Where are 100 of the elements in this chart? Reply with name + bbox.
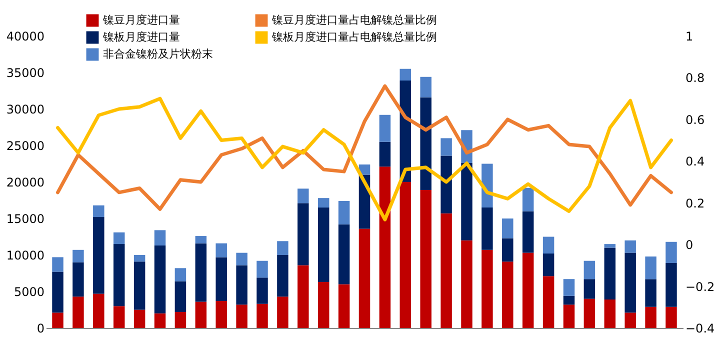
bar (542, 236, 554, 254)
y2-tick-label: −0.2 (686, 280, 715, 294)
bar (440, 156, 452, 214)
y2-tick-label: 1 (686, 30, 694, 44)
bar (93, 294, 104, 328)
bar (338, 200, 350, 224)
bar (502, 218, 514, 238)
bar (502, 262, 514, 328)
bar (563, 296, 575, 305)
bar (440, 213, 452, 328)
bar (216, 257, 227, 301)
bar (400, 68, 412, 81)
bar (174, 281, 186, 312)
bar (584, 298, 596, 328)
bar (379, 166, 391, 328)
bar (645, 256, 656, 280)
bar (482, 208, 493, 250)
bar (318, 208, 330, 282)
bar (72, 262, 84, 297)
y-tick-label: 5000 (14, 285, 44, 299)
bar (522, 211, 534, 253)
bar (379, 142, 391, 167)
bar (298, 265, 309, 328)
bar (154, 230, 166, 246)
bar (134, 310, 146, 328)
bar (461, 163, 472, 240)
bar (645, 306, 656, 328)
bar (461, 240, 472, 328)
y2-tick-label: 0.6 (686, 112, 705, 127)
bar (72, 250, 84, 262)
y-tick-label: 30000 (6, 102, 44, 116)
bar (645, 279, 656, 307)
bar (563, 279, 575, 296)
bar (440, 138, 452, 156)
y2-tick-label: 0.8 (686, 71, 705, 86)
bar (298, 188, 309, 204)
bar (195, 243, 207, 302)
y-tick-label: 40000 (6, 30, 44, 44)
bar (420, 97, 432, 190)
bar (584, 260, 596, 280)
bar (563, 304, 575, 328)
bar (134, 255, 146, 262)
legend-label: 镍板月度进口量 (102, 30, 180, 44)
bar (134, 262, 146, 310)
bar (666, 263, 677, 307)
y2-tick-label: 0 (686, 238, 694, 252)
y-tick-label: 35000 (6, 66, 44, 80)
y2-tick-label: −0.4 (686, 322, 715, 336)
legend-label: 镍板月度进口量占电解镍总量比例 (271, 30, 437, 44)
bar (154, 313, 166, 328)
bar (256, 260, 268, 278)
bar (604, 300, 616, 328)
bar (277, 241, 288, 255)
line-series (56, 96, 673, 222)
bar (52, 257, 64, 272)
bar (113, 244, 125, 306)
bar (277, 255, 288, 297)
bar (236, 265, 248, 305)
bar (318, 282, 330, 328)
legend-label: 非合金镍粉及片状粉末 (103, 48, 213, 60)
bar (72, 296, 84, 328)
bar (379, 114, 391, 142)
bar (522, 188, 534, 212)
bar (604, 248, 616, 300)
bar (256, 304, 268, 328)
bar (420, 190, 432, 328)
bar (174, 268, 186, 282)
bar (400, 182, 412, 328)
bar (358, 228, 370, 328)
legend-label: 镍豆月度进口量 (102, 14, 180, 27)
bar (584, 279, 596, 299)
y-tick-label: 10000 (6, 248, 44, 262)
bar (216, 243, 227, 258)
bar (338, 224, 350, 284)
bar (666, 306, 677, 328)
bar (666, 242, 677, 264)
bar (277, 296, 288, 328)
y2-tick-label: 0.2 (686, 196, 705, 210)
bar (154, 246, 166, 314)
bar (542, 254, 554, 276)
bar (482, 250, 493, 328)
bar (236, 304, 248, 328)
bar (93, 217, 104, 294)
y2-tick-label: 0.4 (686, 154, 705, 169)
bar (236, 252, 248, 266)
bar (113, 306, 125, 328)
bar (174, 312, 186, 328)
bar (338, 284, 350, 328)
bar (542, 276, 554, 328)
y-tick-label: 15000 (6, 212, 44, 226)
bar (298, 203, 309, 266)
bar (624, 312, 636, 328)
y-tick-label: 20000 (6, 176, 44, 190)
bar (195, 236, 207, 244)
bar (624, 252, 636, 313)
y-tick-label: 25000 (6, 139, 44, 153)
bar (604, 244, 616, 248)
bar (52, 272, 64, 313)
line-series (56, 84, 673, 211)
bar (522, 252, 534, 328)
